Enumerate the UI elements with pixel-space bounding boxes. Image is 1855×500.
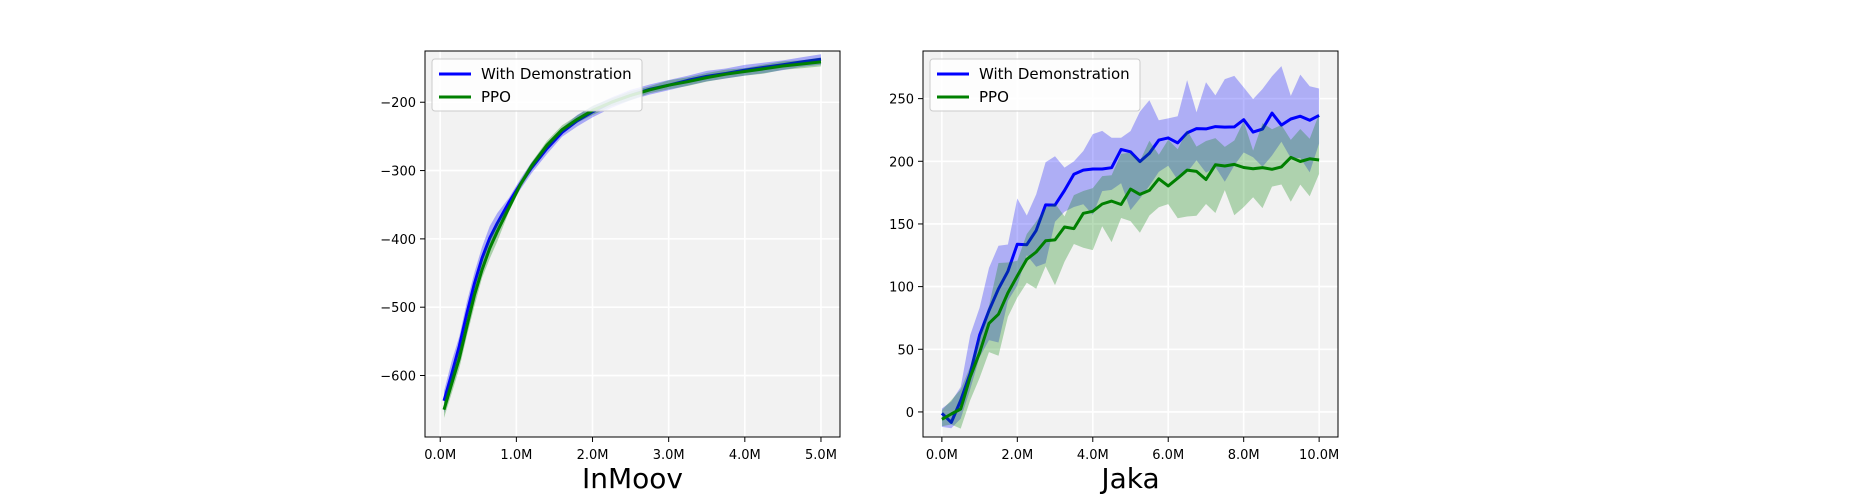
x-tick-label: 8.0M (1228, 448, 1260, 463)
y-tick-label: −600 (380, 370, 416, 385)
panel-title: Jaka (1099, 462, 1159, 495)
band-ppo (941, 113, 1320, 429)
plot-area (425, 51, 840, 437)
legend (431, 58, 643, 112)
line-with-demonstration (940, 111, 1320, 424)
axes-frame (424, 50, 841, 438)
band-with-demonstration (941, 66, 1320, 429)
x-tick-label: 5.0M (805, 448, 837, 463)
y-tick-label: −300 (380, 165, 416, 180)
legend-label-with-demonstration: With Demonstration (979, 65, 1130, 83)
legend-label-with-demonstration: With Demonstration (481, 65, 632, 83)
x-tick-label: 2.0M (577, 448, 609, 463)
x-tick-label: 2.0M (1001, 448, 1033, 463)
y-tick-label: −400 (380, 233, 416, 248)
x-tick-label: 3.0M (653, 448, 685, 463)
chart-panel-jaka: 0.0M 2.0M 4.0M 6.0M 8.0M 10.0M 0 50 100 150 200 250… (889, 50, 1339, 495)
x-tick-label: 4.0M (729, 448, 761, 463)
y-tick-label: 0 (906, 406, 914, 421)
y-tick-label: 50 (897, 343, 914, 358)
axes-frame (922, 50, 1339, 438)
y-tick-label: −200 (380, 96, 416, 111)
x-tick-label: 10.0M (1299, 448, 1339, 463)
legend-label-ppo: PPO (481, 88, 511, 106)
panel-title: InMoov (582, 462, 683, 495)
y-tick-label: 100 (889, 281, 914, 296)
y-tick-label: 150 (889, 218, 914, 233)
plot-area (923, 51, 1338, 437)
line-ppo (442, 60, 822, 411)
x-tick-label: 6.0M (1152, 448, 1184, 463)
x-tick-label: 0.0M (926, 448, 958, 463)
chart-panel-inmoov: 0.0M 1.0M 2.0M 3.0M 4.0M 5.0M −600 −500 −400 −300… (380, 50, 841, 495)
legend-label-ppo: PPO (979, 88, 1009, 106)
x-tick-label: 0.0M (424, 448, 456, 463)
line-ppo (941, 155, 1320, 421)
legend (929, 58, 1141, 112)
y-tick-label: −500 (380, 301, 416, 316)
y-tick-label: 200 (889, 155, 914, 170)
x-tick-label: 4.0M (1077, 448, 1109, 463)
x-tick-label: 1.0M (500, 448, 532, 463)
y-tick-label: 250 (889, 93, 914, 108)
